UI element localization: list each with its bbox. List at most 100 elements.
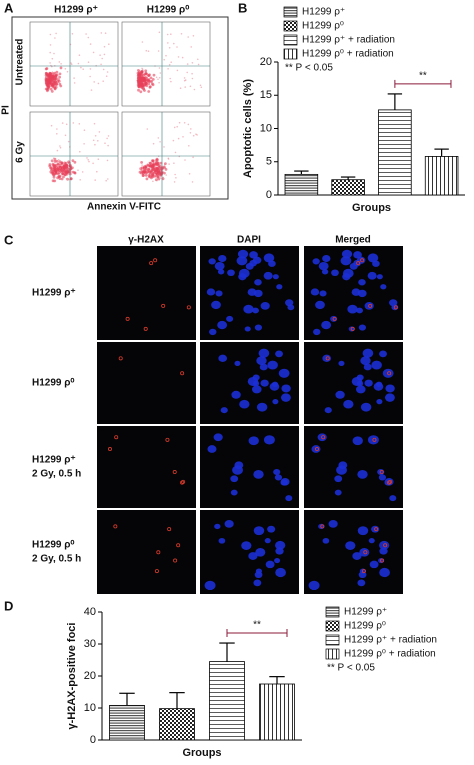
flow-dot (70, 62, 72, 64)
y-tick-label: 0 (266, 189, 272, 201)
nucleus (331, 269, 339, 277)
flow-dot (142, 86, 146, 90)
y-tick-label: 15 (260, 89, 272, 101)
focus (176, 543, 181, 548)
flow-dot (49, 62, 51, 64)
flow-dot (55, 70, 59, 74)
flow-dot (55, 32, 57, 35)
nucleus (218, 537, 226, 544)
focus (107, 447, 112, 452)
nucleus (358, 571, 367, 579)
flow-dot (154, 162, 158, 166)
column-header: H1299 ρ⁰ (147, 5, 189, 16)
flow-dot (159, 177, 162, 180)
nucleus (379, 567, 390, 578)
flow-dot (89, 68, 92, 70)
flow-dot (188, 145, 190, 147)
nucleus (272, 274, 279, 280)
flow-dot (73, 171, 77, 175)
flow-dot (78, 54, 81, 56)
nucleus (335, 390, 345, 399)
nucleus (364, 301, 374, 310)
flow-dot (89, 75, 91, 78)
flow-dot (86, 157, 88, 159)
nucleus (237, 249, 249, 259)
focus (325, 356, 330, 361)
flow-dot (141, 164, 143, 166)
nucleus (367, 435, 379, 445)
nucleus (351, 376, 363, 386)
flow-dot (174, 151, 177, 154)
nucleus (258, 348, 270, 358)
focus (393, 305, 398, 310)
flow-dot (67, 160, 70, 164)
flow-dot (151, 83, 155, 87)
flow-dot (168, 47, 171, 49)
nucleus (213, 433, 223, 442)
nucleus (338, 360, 345, 366)
focus (153, 258, 158, 263)
nucleus (249, 251, 258, 259)
nucleus (379, 547, 388, 555)
flow-dot (67, 140, 70, 143)
axis-label: Annexin V-FITC (87, 202, 161, 213)
flow-dot (163, 146, 165, 148)
legend-label: H1299 ρ⁰ + radiation (302, 49, 394, 60)
flow-dot (197, 63, 200, 66)
y-tick-label: 10 (260, 122, 272, 134)
nucleus (384, 393, 395, 402)
flow-dot (51, 81, 53, 83)
y-tick-label: 20 (84, 670, 96, 682)
flow-dot (177, 56, 180, 58)
flow-dot (152, 142, 155, 145)
nucleus (267, 360, 278, 370)
nucleus (226, 315, 234, 322)
flow-dot (64, 134, 67, 137)
legend-label: H1299 ρ⁺ + radiation (302, 35, 395, 46)
flow-dot (147, 90, 151, 93)
flow-dot (49, 166, 53, 170)
flow-dot (54, 73, 58, 77)
flow-dot (140, 161, 144, 164)
flow-dot (102, 80, 104, 82)
flow-dot (49, 33, 52, 36)
flow-dot (79, 179, 81, 181)
nucleus (379, 350, 387, 358)
significance-label: ** (419, 71, 427, 82)
flow-dot (93, 122, 96, 125)
flow-dot (151, 173, 155, 177)
focus (363, 550, 368, 555)
focus (379, 470, 384, 475)
flow-dot (147, 50, 150, 52)
flow-dot (47, 74, 51, 78)
nucleus (340, 256, 352, 266)
nucleus (274, 557, 281, 564)
flow-dot (149, 170, 153, 174)
flow-dot (58, 75, 61, 79)
flow-dot (158, 172, 161, 176)
flow-dot (51, 57, 54, 60)
nucleus (371, 360, 382, 370)
bar (331, 179, 365, 196)
flow-dot (106, 159, 109, 162)
flow-dot (187, 36, 189, 38)
flow-dot (97, 158, 100, 160)
nucleus (227, 269, 235, 277)
flow-dot (59, 66, 63, 70)
flow-dot (77, 62, 80, 65)
flow-dot (98, 131, 101, 133)
micrograph (304, 510, 403, 594)
flow-dot (174, 173, 176, 176)
flow-dot (173, 162, 175, 164)
flow-dot (157, 78, 159, 80)
flow-dot (167, 42, 169, 44)
flow-dot (179, 87, 182, 89)
nucleus (272, 399, 279, 405)
flow-dot (149, 76, 153, 80)
nucleus (254, 324, 263, 331)
flow-dot (65, 123, 68, 126)
flow-dot (96, 170, 98, 173)
flow-dot (191, 62, 194, 64)
flow-dot (163, 171, 166, 175)
flow-dot (168, 63, 171, 66)
